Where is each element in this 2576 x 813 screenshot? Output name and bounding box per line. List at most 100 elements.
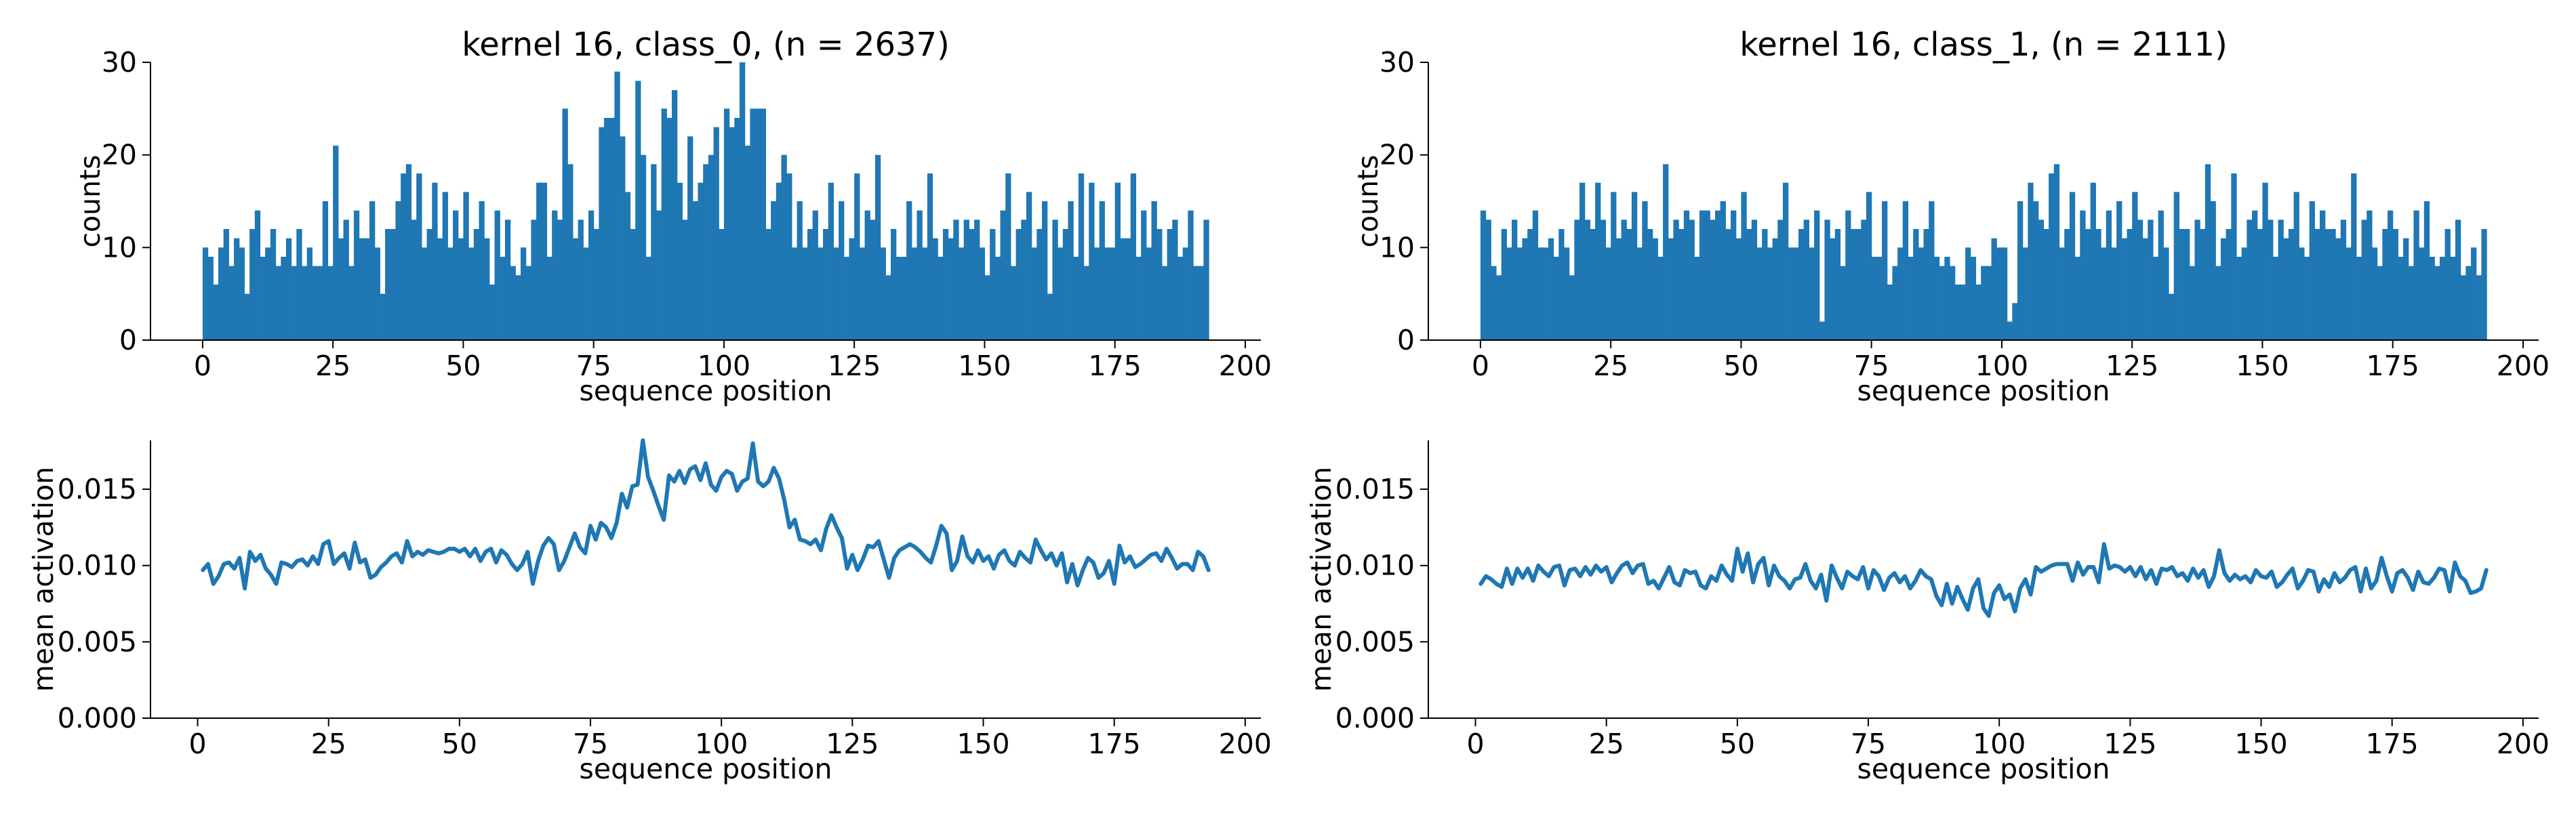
x-tick-label: 125 — [826, 728, 879, 760]
histogram-bar — [2423, 201, 2430, 340]
histogram-bar — [2179, 229, 2185, 340]
panel-bottom-left-line: sequence position mean activation 0 25 50 7… — [27, 438, 1272, 785]
histogram-bar — [1042, 201, 1048, 340]
histogram-bar — [630, 229, 636, 340]
histogram-bar — [494, 210, 500, 340]
histogram-bar — [1683, 210, 1690, 340]
x-tick-label: 125 — [2104, 728, 2156, 760]
histogram-bar — [891, 229, 897, 340]
histogram-bar — [1944, 257, 1950, 340]
histogram-bar — [1908, 257, 1914, 340]
histogram-bar — [911, 247, 918, 340]
histogram-bar — [624, 192, 631, 340]
histogram-bar — [1663, 164, 1669, 340]
histogram-bar — [969, 229, 975, 340]
histogram-bar — [306, 247, 313, 340]
histogram-bar — [1830, 238, 1836, 340]
histogram-bar — [1506, 247, 1512, 340]
histogram-bar — [2127, 229, 2133, 340]
histogram-bar — [1584, 220, 1590, 340]
histogram-bar — [2106, 210, 2112, 340]
histogram-bar — [1704, 210, 1710, 340]
x-tick-label: 175 — [2367, 350, 2419, 382]
histogram-bar — [2444, 229, 2451, 340]
histogram-bar — [1913, 229, 1919, 340]
x-tick-label: 125 — [2106, 350, 2158, 382]
histogram-bar — [2184, 229, 2190, 340]
histogram-bar — [2262, 182, 2268, 340]
histogram-bar — [1501, 229, 1507, 340]
histogram-bar — [2377, 266, 2383, 340]
histogram-bar — [672, 90, 678, 340]
histogram-bar — [1600, 220, 1607, 340]
histogram-bar — [1751, 220, 1758, 340]
histogram-bar — [2288, 229, 2295, 340]
histogram-bar — [447, 247, 454, 340]
histogram-bar — [1882, 201, 1888, 340]
histogram-bar — [2017, 201, 2024, 340]
histogram-bar — [588, 210, 595, 340]
histogram-bar — [2361, 220, 2367, 340]
histogram-bar — [2320, 210, 2326, 340]
histogram-bar — [1563, 247, 1570, 340]
histogram-bar — [2205, 164, 2211, 340]
histogram-bar — [2090, 182, 2096, 340]
histogram-bar — [1595, 182, 1601, 340]
histogram-bar — [1725, 229, 1731, 340]
histogram-bar — [1923, 229, 1929, 340]
histogram-bar — [2382, 229, 2388, 340]
x-tick-label: 175 — [2366, 728, 2419, 760]
histogram-bar — [645, 257, 651, 340]
histogram-bar — [546, 257, 552, 340]
chart-title: kernel 16, class_1, (n = 2111) — [1739, 26, 2228, 64]
histogram-bar — [771, 201, 777, 340]
histogram-bar — [651, 164, 657, 340]
histogram-bar — [839, 201, 845, 340]
histogram-bar — [285, 238, 292, 340]
histogram-bar — [583, 247, 589, 340]
histogram-bar — [2064, 229, 2070, 340]
histogram-bar — [1636, 247, 1643, 340]
histogram-bar — [1694, 257, 1700, 340]
histogram-bar — [265, 247, 271, 340]
histogram-bar — [1735, 238, 1742, 340]
histogram-bar — [322, 201, 329, 340]
histogram-bar — [818, 247, 824, 340]
histogram-bar — [1031, 247, 1037, 340]
histogram-bar — [536, 182, 542, 340]
histogram-bar — [1678, 229, 1685, 340]
histogram-bar — [1058, 247, 1064, 340]
histogram-bar — [567, 164, 573, 340]
histogram-bar — [385, 229, 391, 340]
histogram-bar — [1798, 229, 1805, 340]
histogram-bar — [1099, 201, 1105, 340]
histogram-bar — [2095, 229, 2101, 340]
histogram-bar — [411, 220, 417, 340]
histogram-bar — [1062, 229, 1069, 340]
histogram-bar — [1161, 266, 1168, 340]
histogram-bar — [1141, 210, 1147, 340]
histogram-bar — [854, 173, 860, 340]
histogram-bar — [703, 164, 709, 340]
histogram-bar — [1782, 182, 1789, 340]
histogram-bar — [1824, 220, 1830, 340]
histogram-bar — [2476, 275, 2482, 340]
histogram-bar — [2356, 257, 2362, 340]
x-tick-label: 25 — [1589, 728, 1624, 760]
histogram-bar — [1015, 229, 1022, 340]
histogram-bar — [1762, 229, 1768, 340]
histogram-bar — [2210, 201, 2216, 340]
histogram-bar — [593, 229, 599, 340]
histogram-bar — [302, 266, 308, 340]
histogram-bar — [932, 238, 938, 340]
histogram-bar — [489, 285, 496, 340]
histogram-bar — [1621, 220, 1627, 340]
histogram-bar — [2038, 220, 2045, 340]
histogram-bar — [953, 220, 959, 340]
histogram-bar — [2419, 247, 2425, 340]
histogram-bar — [2033, 201, 2039, 340]
y-axis-label: counts — [1352, 154, 1384, 247]
histogram-bar — [541, 182, 548, 340]
histogram-bar — [401, 173, 407, 340]
histogram-bar — [2481, 229, 2487, 340]
